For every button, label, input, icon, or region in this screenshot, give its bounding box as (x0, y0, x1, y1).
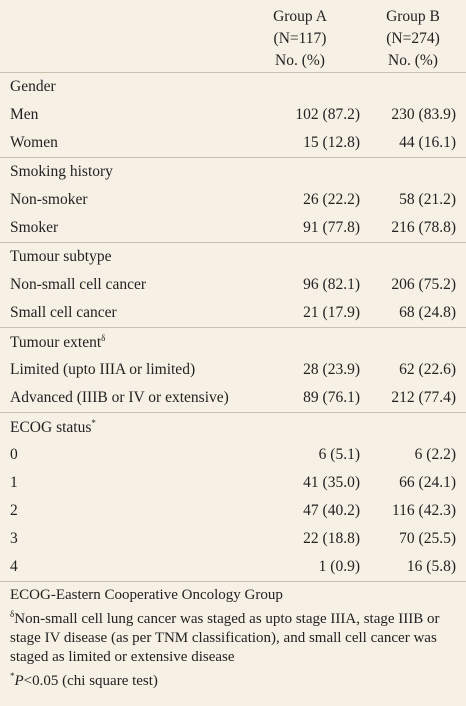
col-unit: No. (%) (275, 52, 325, 69)
value-cell: 26 (22.2) (303, 191, 360, 208)
label-cell: Non-smoker (10, 191, 88, 208)
section-title: Gender (10, 78, 56, 95)
label-cell: Limited (upto IIIA or limited) (10, 361, 196, 378)
value-cell: 70 (25.5) (399, 530, 456, 547)
value-cell: 230 (83.9) (391, 106, 456, 123)
value-cell: 1 (0.9) (318, 558, 360, 575)
footnote: ECOG-Eastern Cooperative Oncology Group (10, 586, 458, 605)
section-row: Gender (0, 72, 466, 101)
superscript: δ (101, 332, 106, 343)
section-title: ECOG status (10, 418, 92, 436)
section-row: Tumour subtype (0, 242, 466, 271)
label-cell: 4 (10, 558, 18, 575)
label-cell: Men (10, 106, 39, 123)
section-row: ECOG status* (0, 412, 466, 441)
value-cell: 21 (17.9) (303, 304, 360, 321)
label-cell: 2 (10, 502, 18, 519)
section-title-cell: Smoking history (0, 157, 466, 186)
section-title: Smoking history (10, 163, 113, 180)
section-title-cell: Tumour subtype (0, 242, 466, 271)
value-cell: 16 (5.8) (406, 558, 456, 575)
section-title-cell: Tumour extentδ (0, 327, 466, 356)
value-cell: 15 (12.8) (303, 134, 360, 151)
col-n: (N=117) (273, 30, 327, 47)
superscript: * (10, 671, 15, 681)
data-row: Smoker 91 (77.8) 216 (78.8) (0, 214, 466, 243)
col-n: (N=274) (386, 30, 440, 47)
label-cell: Non-small cell cancer (10, 276, 146, 293)
data-row: Men 102 (87.2) 230 (83.9) (0, 101, 466, 129)
section-title: Tumour extent (10, 333, 102, 351)
value-cell: 68 (24.8) (399, 304, 456, 321)
value-cell: 216 (78.8) (391, 219, 456, 236)
value-cell: 91 (77.8) (303, 219, 360, 236)
value-cell: 6 (2.2) (414, 446, 456, 463)
value-cell: 44 (16.1) (399, 134, 456, 151)
label-cell: Women (10, 134, 58, 151)
data-row: 4 1 (0.9) 16 (5.8) (0, 553, 466, 581)
label-cell: Smoker (10, 219, 59, 236)
footnote-text: Non-small cell lung cancer was staged as… (10, 611, 440, 665)
value-cell: 28 (23.9) (303, 361, 360, 378)
label-cell: 0 (10, 446, 18, 463)
footnote: *P<0.05 (chi square test) (10, 667, 458, 691)
superscript: * (91, 417, 96, 428)
italic-text: P (14, 673, 24, 689)
value-cell: 116 (42.3) (392, 502, 456, 519)
superscript: δ (10, 609, 15, 619)
col-header: Group B (N=274) No. (%) (360, 0, 466, 73)
value-cell: 96 (82.1) (303, 276, 360, 293)
label-cell: 3 (10, 530, 18, 547)
col-name: Group A (273, 8, 327, 25)
value-cell: 58 (21.2) (399, 191, 456, 208)
header-row: Group A (N=117) No. (%) Group B (N=274) No. … (0, 0, 466, 73)
section-row: Smoking history (0, 157, 466, 186)
value-cell: 47 (40.2) (303, 502, 360, 519)
value-cell: 102 (87.2) (295, 106, 360, 123)
data-row: Small cell cancer 21 (17.9) 68 (24.8) (0, 299, 466, 328)
value-cell: 62 (22.6) (399, 361, 456, 378)
label-cell: Small cell cancer (10, 304, 117, 321)
col-name: Group B (386, 8, 440, 25)
section-row: Tumour extentδ (0, 327, 466, 356)
data-row: Women 15 (12.8) 44 (16.1) (0, 129, 466, 158)
data-row: Advanced (IIIB or IV or extensive) 89 (76… (0, 384, 466, 413)
col-header: Group A (N=117) No. (%) (240, 0, 360, 73)
value-cell: 206 (75.2) (391, 276, 456, 293)
value-cell: 66 (24.1) (399, 474, 456, 491)
data-row: 1 41 (35.0) 66 (24.1) (0, 469, 466, 497)
section-title: Tumour subtype (10, 248, 112, 265)
footnote-text: <0.05 (chi square test) (23, 673, 158, 689)
label-cell: 1 (10, 474, 18, 491)
section-title-cell: Gender (0, 72, 466, 101)
value-cell: 22 (18.8) (303, 530, 360, 547)
value-cell: 89 (76.1) (303, 389, 360, 406)
footnote-text: ECOG-Eastern Cooperative Oncology Group (10, 587, 283, 603)
data-row: Limited (upto IIIA or limited) 28 (23.9) 6… (0, 356, 466, 384)
data-row: Non-small cell cancer 96 (82.1) 206 (75.2) (0, 271, 466, 299)
data-row: 3 22 (18.8) 70 (25.5) (0, 525, 466, 553)
label-cell: Advanced (IIIB or IV or extensive) (10, 389, 229, 406)
section-title-cell: ECOG status* (0, 412, 466, 441)
col-unit: No. (%) (388, 52, 438, 69)
value-cell: 41 (35.0) (303, 474, 360, 491)
data-table: Group A (N=117) No. (%) Group B (N=274) No. … (0, 0, 466, 581)
value-cell: 6 (5.1) (318, 446, 360, 463)
footnote: δNon-small cell lung cancer was staged a… (10, 605, 458, 667)
data-row: 2 47 (40.2) 116 (42.3) (0, 497, 466, 525)
footnotes: ECOG-Eastern Cooperative Oncology Group δ… (0, 581, 466, 691)
value-cell: 212 (77.4) (391, 389, 456, 406)
data-row: Non-smoker 26 (22.2) 58 (21.2) (0, 186, 466, 214)
data-row: 0 6 (5.1) 6 (2.2) (0, 441, 466, 469)
